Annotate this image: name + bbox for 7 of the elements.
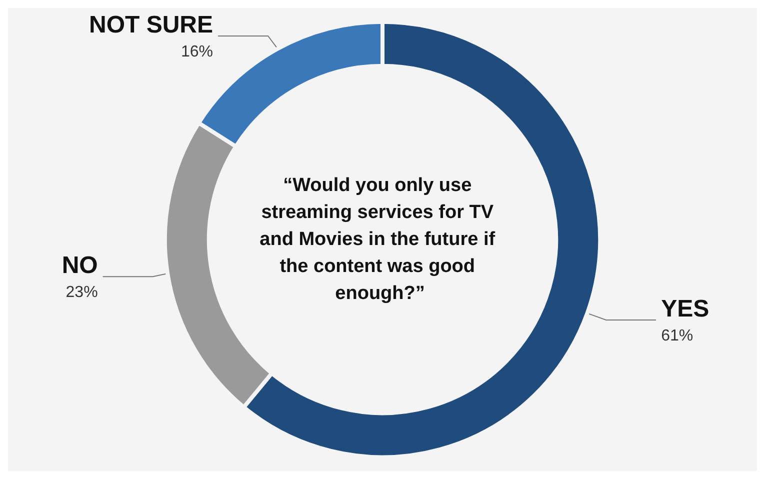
slice-label: NO [62, 252, 98, 280]
data-label: 23% [66, 284, 98, 302]
slice-label: NOT SURE [89, 12, 214, 38]
text: “Would you only use streaming services for TV and Movies in the future if the content was good enough?” [260, 175, 500, 304]
data-label: 16% [181, 44, 214, 60]
slice-label: YES [661, 295, 710, 322]
data-label: 61% [661, 327, 694, 344]
